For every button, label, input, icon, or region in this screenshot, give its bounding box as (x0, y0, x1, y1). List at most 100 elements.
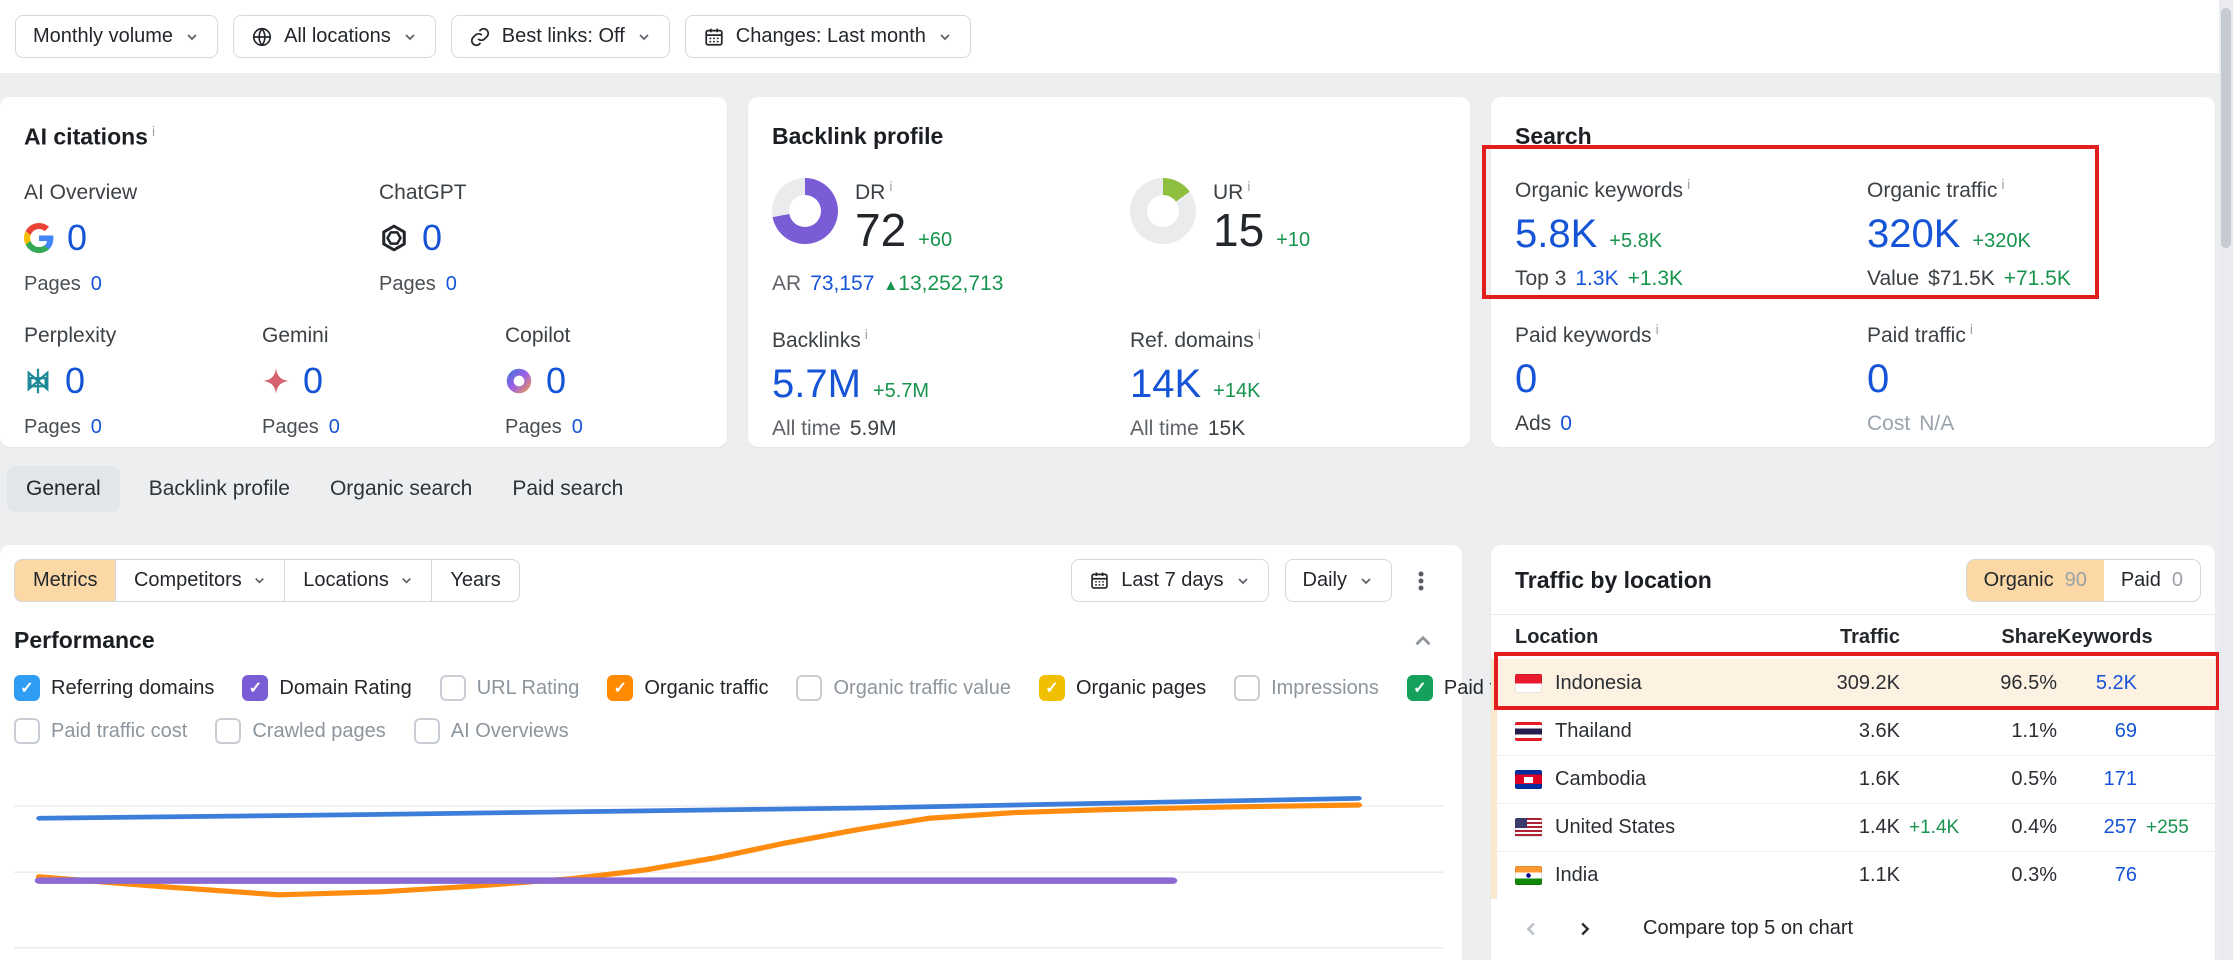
organic-keywords-value-link[interactable]: 5.8K (1515, 212, 1598, 256)
pages-count-link[interactable]: 0 (571, 415, 583, 438)
engine-citations-value[interactable]: 0 (303, 359, 324, 401)
pages-count-link[interactable]: 0 (328, 415, 340, 438)
backlinks-delta: +5.7M (872, 379, 930, 402)
backlinks-value-link[interactable]: 5.7M (772, 361, 861, 406)
changes-dropdown[interactable]: Changes: Last month (684, 15, 971, 58)
keywords-link[interactable]: 69 (2114, 720, 2137, 742)
engine-citations-value[interactable]: 0 (422, 216, 443, 258)
info-icon[interactable]: i (1969, 321, 1973, 337)
info-icon[interactable]: i (1687, 176, 1691, 192)
collapse-chevron-up-icon[interactable] (1410, 628, 1436, 654)
toggle-organic[interactable]: Organic 90 (1966, 560, 2104, 601)
engine-copilot: Copilot 0 Pages 0 (505, 323, 583, 438)
checkbox-impressions[interactable]: Impressions (1234, 675, 1379, 701)
backlinks-alltime: 5.9M (849, 416, 897, 440)
engine-citations-value[interactable]: 0 (67, 216, 88, 258)
ref-domains-alltime: 15K (1207, 416, 1246, 440)
perplexity-icon (24, 367, 52, 395)
info-icon[interactable]: i (151, 123, 156, 139)
dr-delta: +60 (918, 229, 953, 251)
table-row-thailand[interactable]: Thailand 3.6K 1.1% 69 (1491, 707, 2215, 755)
prev-page-icon[interactable] (1521, 918, 1543, 940)
engine-name: AI Overview (24, 180, 138, 204)
more-options-icon[interactable] (1408, 568, 1434, 594)
best-links-dropdown[interactable]: Best links: Off (450, 15, 670, 58)
checkbox-domain-rating[interactable]: ✓ Domain Rating (242, 675, 412, 701)
monthly-volume-dropdown[interactable]: Monthly volume (15, 15, 219, 58)
organic-count: 90 (2064, 569, 2087, 591)
organic-traffic-delta: +320K (1972, 230, 2031, 252)
pages-count-link[interactable]: 0 (90, 272, 102, 295)
engine-name: Gemini (262, 323, 329, 347)
checkbox-crawled-pages[interactable]: Crawled pages (215, 718, 386, 744)
info-icon[interactable]: i (1655, 321, 1659, 337)
checkbox-organic-pages[interactable]: ✓ Organic pages (1038, 675, 1206, 701)
tab-backlink-profile[interactable]: Backlink profile (148, 477, 290, 500)
chevron-down-icon (937, 29, 953, 45)
ref-domains-value-link[interactable]: 14K (1130, 361, 1202, 406)
engine-citations-value[interactable]: 0 (65, 359, 86, 401)
checkbox-url-rating[interactable]: URL Rating (439, 675, 579, 701)
info-icon[interactable]: i (889, 178, 893, 194)
organic-traffic-metric: Organic traffic i 320K +320K Value $71.5K +7… (1867, 176, 2071, 290)
scrollbar-track[interactable] (2219, 0, 2233, 960)
backlink-profile-title: Backlink profile (772, 123, 944, 149)
info-icon[interactable]: i (1257, 325, 1261, 342)
ar-value-link[interactable]: 73,157 (810, 271, 875, 295)
checkbox-box: ✓ (1406, 675, 1433, 701)
checkbox-organic-traffic-value[interactable]: Organic traffic value (796, 675, 1011, 701)
checkbox-referring-domains[interactable]: ✓ Referring domains (14, 675, 214, 701)
col-location: Location (1515, 625, 1599, 648)
table-row-india[interactable]: India 1.1K 0.3% 76 (1491, 851, 2215, 899)
backlinks-metric: Backlinks i 5.7M +5.7M All time 5.9M (772, 325, 930, 440)
checkbox-paid-traffic-cost[interactable]: Paid traffic cost (14, 718, 187, 744)
toggle-paid[interactable]: Paid 0 (2103, 560, 2200, 601)
tab-organic-search[interactable]: Organic search (329, 477, 473, 500)
pages-count-link[interactable]: 0 (90, 415, 102, 438)
keywords-link[interactable]: 171 (2103, 768, 2137, 790)
table-row-indonesia[interactable]: Indonesia 309.2K 96.5% 5.2K (1491, 659, 2215, 707)
segment-metrics[interactable]: Metrics (14, 559, 117, 602)
info-icon[interactable]: i (864, 325, 868, 342)
chevron-down-icon (399, 573, 414, 588)
granularity-dropdown[interactable]: Daily (1284, 559, 1392, 602)
checkbox-organic-traffic[interactable]: ✓ Organic traffic (607, 675, 768, 701)
scrollbar-thumb[interactable] (2221, 8, 2231, 248)
segment-years[interactable]: Years (431, 559, 520, 602)
keywords-link[interactable]: 76 (2114, 864, 2137, 886)
calendar-icon (703, 26, 725, 48)
ar-delta: ▲13,252,713 (883, 271, 1004, 295)
checkbox-box (796, 675, 823, 701)
compare-top5-link[interactable]: Compare top 5 on chart (1643, 917, 1854, 939)
tab-general[interactable]: General (7, 466, 120, 512)
info-icon[interactable]: i (1247, 178, 1251, 194)
checkbox-ai-overviews[interactable]: AI Overviews (413, 718, 569, 744)
table-row-cambodia[interactable]: Cambodia 1.6K 0.5% 171 (1491, 755, 2215, 803)
paid-keywords-value-link[interactable]: 0 (1515, 357, 1538, 401)
next-page-icon[interactable] (1573, 918, 1595, 940)
segment-locations[interactable]: Locations (284, 559, 433, 602)
ads-count-link[interactable]: 0 (1560, 412, 1572, 435)
engine-citations-value[interactable]: 0 (546, 359, 567, 401)
locations-dropdown[interactable]: All locations (233, 15, 436, 58)
paid-traffic-value-link[interactable]: 0 (1867, 357, 1890, 401)
keywords-link[interactable]: 257 (2103, 816, 2137, 838)
performance-line-chart[interactable] (14, 771, 1444, 960)
up-triangle-icon: ▲ (883, 276, 899, 294)
traffic-value: $71.5K (1928, 267, 1995, 290)
organic-traffic-value-link[interactable]: 320K (1867, 212, 1961, 256)
top-filter-toolbar: Monthly volume All locations Best links:… (0, 0, 2219, 73)
info-icon[interactable]: i (2001, 176, 2005, 192)
link-icon (469, 26, 491, 48)
url-rating-widget: UR i 15 +10 (1130, 178, 1310, 296)
top3-value-link[interactable]: 1.3K (1575, 267, 1619, 290)
segment-competitors[interactable]: Competitors (114, 559, 286, 602)
table-row-united-states[interactable]: United States 1.4K +1.4K 0.4% 257 +255 (1491, 803, 2215, 851)
checkbox-box (413, 718, 440, 744)
performance-panel: Metrics Competitors Locations Years Last… (0, 545, 1538, 960)
tab-paid-search[interactable]: Paid search (512, 477, 624, 500)
divider (1491, 614, 2215, 615)
date-range-dropdown[interactable]: Last 7 days (1071, 559, 1269, 602)
pages-count-link[interactable]: 0 (445, 272, 457, 295)
keywords-link[interactable]: 5.2K (2095, 671, 2137, 694)
